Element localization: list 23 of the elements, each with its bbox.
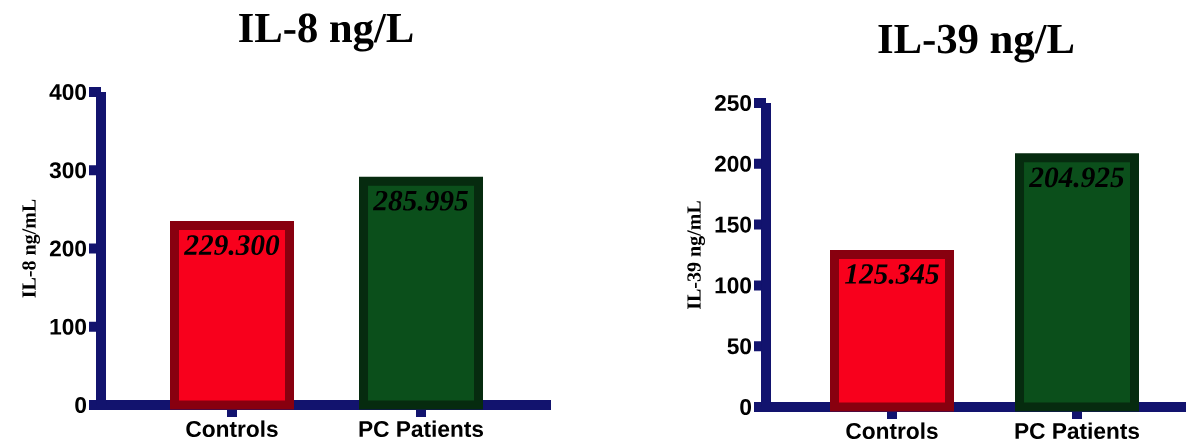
chart-title: IL-8 ng/L [239,13,413,52]
chart-title: IL-39 ng/L [878,24,1074,63]
y-tick-label: 0 [740,398,752,416]
y-tick-label: 150 [715,216,752,233]
y-axis-title: IL-8 ng/mL [22,199,40,298]
data-label: 229.300 [183,235,280,256]
y-tick-label: 100 [50,318,87,335]
x-tick-label: Controls [186,420,278,438]
data-label: 125.345 [845,264,939,285]
x-tick-label: Controls [846,422,938,440]
x-tick-label: PC Patients [359,420,484,438]
y-tick-label: 200 [714,155,752,172]
x-tick-label: PC Patients [1015,422,1140,440]
y-axis-title: IL-39 ng/mL [687,201,705,310]
y-tick-label: 400 [49,83,87,101]
y-tick-label: 200 [49,240,87,257]
y-tick-label: 250 [714,94,752,112]
y-tick-label: 0 [75,396,87,414]
y-tick-label: 300 [49,162,87,179]
y-tick-label: 50 [727,338,752,355]
y-tick-label: 100 [715,277,752,294]
data-label: 204.925 [1028,167,1124,188]
data-label: 285.995 [372,190,468,211]
